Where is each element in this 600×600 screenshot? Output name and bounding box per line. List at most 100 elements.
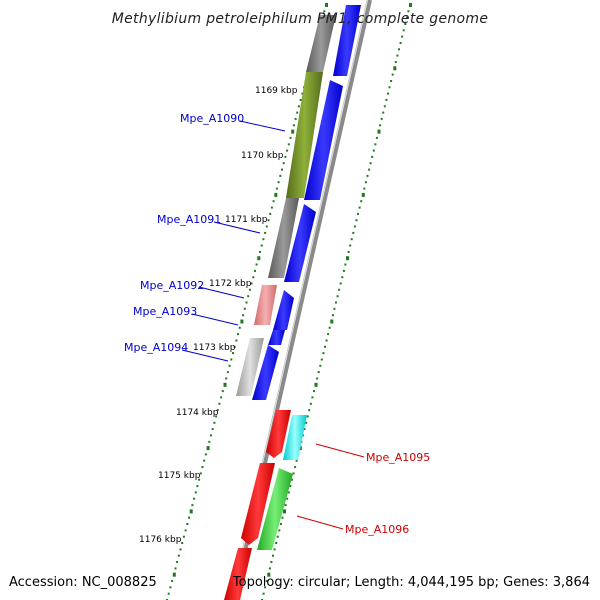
gene-label-mpe-a1095[interactable]: Mpe_A1095 — [366, 451, 430, 464]
tick-dot — [238, 326, 241, 329]
tick-dot — [331, 314, 334, 317]
cds-arrow-3[interactable] — [284, 204, 316, 282]
outer-tick-track — [261, 3, 412, 600]
tick-dot — [366, 174, 369, 177]
cds-arrow-4[interactable] — [273, 290, 294, 330]
tick-dot — [363, 187, 366, 190]
tick-dot — [223, 382, 227, 387]
tick-dot — [262, 592, 265, 595]
tick-dot — [360, 200, 363, 203]
tick-dot — [270, 206, 273, 209]
tick-dot — [294, 466, 297, 469]
tick-dot — [286, 149, 289, 152]
tick-label: 1173 kbp — [193, 343, 236, 353]
tick-dot — [388, 86, 391, 89]
gene-label-mpe-a1092[interactable]: Mpe_A1092 — [140, 279, 204, 292]
tick-dot — [250, 282, 253, 285]
tick-dot — [257, 256, 261, 261]
cds-arrow-6[interactable] — [252, 345, 279, 400]
gene-labels: Mpe_A1090 Mpe_A1091 Mpe_A1092 Mpe_A1093 … — [124, 112, 430, 536]
tick-dot — [383, 105, 386, 108]
tick-dot — [237, 333, 239, 336]
tick-dot — [372, 149, 375, 152]
tick-dot — [357, 212, 359, 215]
tick-dot — [324, 345, 326, 348]
tick-dot — [286, 497, 289, 500]
tick-dot — [265, 580, 268, 582]
gene-block-pink[interactable] — [254, 285, 277, 325]
gene-label-mpe-a1093[interactable]: Mpe_A1093 — [133, 305, 197, 318]
tick-dot — [275, 542, 278, 544]
tick-dot — [396, 54, 399, 57]
tick-label: 1171 kbp — [225, 215, 268, 225]
connector-mpe-a1094 — [181, 349, 229, 362]
tick-dot — [194, 491, 197, 494]
tick-dot — [277, 181, 280, 184]
tick-dot — [352, 231, 355, 234]
tick-dot — [328, 326, 331, 329]
tick-dot — [206, 446, 210, 451]
tick-dot — [216, 409, 219, 412]
tick-dot — [177, 554, 180, 557]
tick-dot — [368, 168, 371, 171]
tick-dot — [401, 35, 404, 38]
tick-dot — [264, 231, 267, 234]
tick-dot — [268, 567, 271, 570]
tick-dot — [301, 92, 304, 95]
tick-dot — [335, 301, 337, 304]
tick-dot — [281, 168, 283, 171]
connector-mpe-a1091 — [213, 221, 261, 234]
tick-dot — [199, 472, 202, 475]
tick-dot — [273, 548, 276, 551]
cds-arrow-2[interactable] — [304, 80, 343, 200]
tick-dot — [213, 421, 216, 424]
gene-red-1[interactable] — [266, 410, 291, 458]
tick-dot — [339, 282, 342, 285]
tick-dot — [274, 192, 278, 197]
tick-dot — [255, 263, 258, 266]
gene-label-mpe-a1091[interactable]: Mpe_A1091 — [157, 213, 221, 226]
tick-dot — [317, 371, 320, 374]
tick-dot — [311, 396, 314, 399]
tick-dot — [316, 377, 319, 380]
tick-dot — [171, 580, 174, 582]
tick-dot — [181, 542, 184, 544]
tick-dot — [265, 225, 268, 228]
gene-red-2[interactable] — [241, 463, 275, 545]
tick-dot — [208, 440, 211, 443]
cds-arrow-1[interactable] — [333, 5, 361, 76]
tick-dot — [267, 572, 271, 577]
gene-label-mpe-a1094[interactable]: Mpe_A1094 — [124, 341, 188, 354]
gene-block-olive[interactable] — [286, 72, 323, 198]
tick-dot — [281, 516, 284, 519]
tick-dot — [364, 181, 367, 184]
tick-dot — [287, 143, 290, 146]
tick-dot — [338, 288, 341, 291]
tick-dot — [350, 238, 353, 241]
gene-label-mpe-a1096[interactable]: Mpe_A1096 — [345, 523, 409, 536]
tick-dot — [380, 117, 383, 120]
gene-red-3[interactable] — [224, 548, 252, 600]
gene-block-gray[interactable] — [268, 198, 299, 278]
map-title: Methylibium petroleiphilum PM1, complete… — [112, 11, 489, 27]
tick-label: 1175 kbp — [158, 471, 201, 481]
gene-block-lightgray[interactable] — [236, 338, 264, 396]
tick-dot — [221, 390, 224, 393]
tick-dot — [299, 98, 302, 101]
tick-dot — [347, 250, 350, 253]
tick-dot — [405, 16, 408, 19]
tick-dot — [342, 269, 345, 272]
connector-mpe-a1090 — [239, 120, 286, 132]
gene-green[interactable] — [257, 468, 293, 550]
tick-dot — [375, 136, 378, 139]
gene-block-gray-top[interactable] — [306, 15, 336, 72]
gene-label-mpe-a1090[interactable]: Mpe_A1090 — [180, 112, 244, 125]
cds-arrow-5[interactable] — [268, 330, 285, 345]
gene-cyan[interactable] — [283, 415, 307, 460]
tick-dot — [196, 485, 199, 488]
tick-dot — [287, 491, 290, 494]
tick-dot — [218, 402, 221, 405]
tick-dot — [387, 92, 389, 95]
tick-dot — [201, 466, 204, 469]
